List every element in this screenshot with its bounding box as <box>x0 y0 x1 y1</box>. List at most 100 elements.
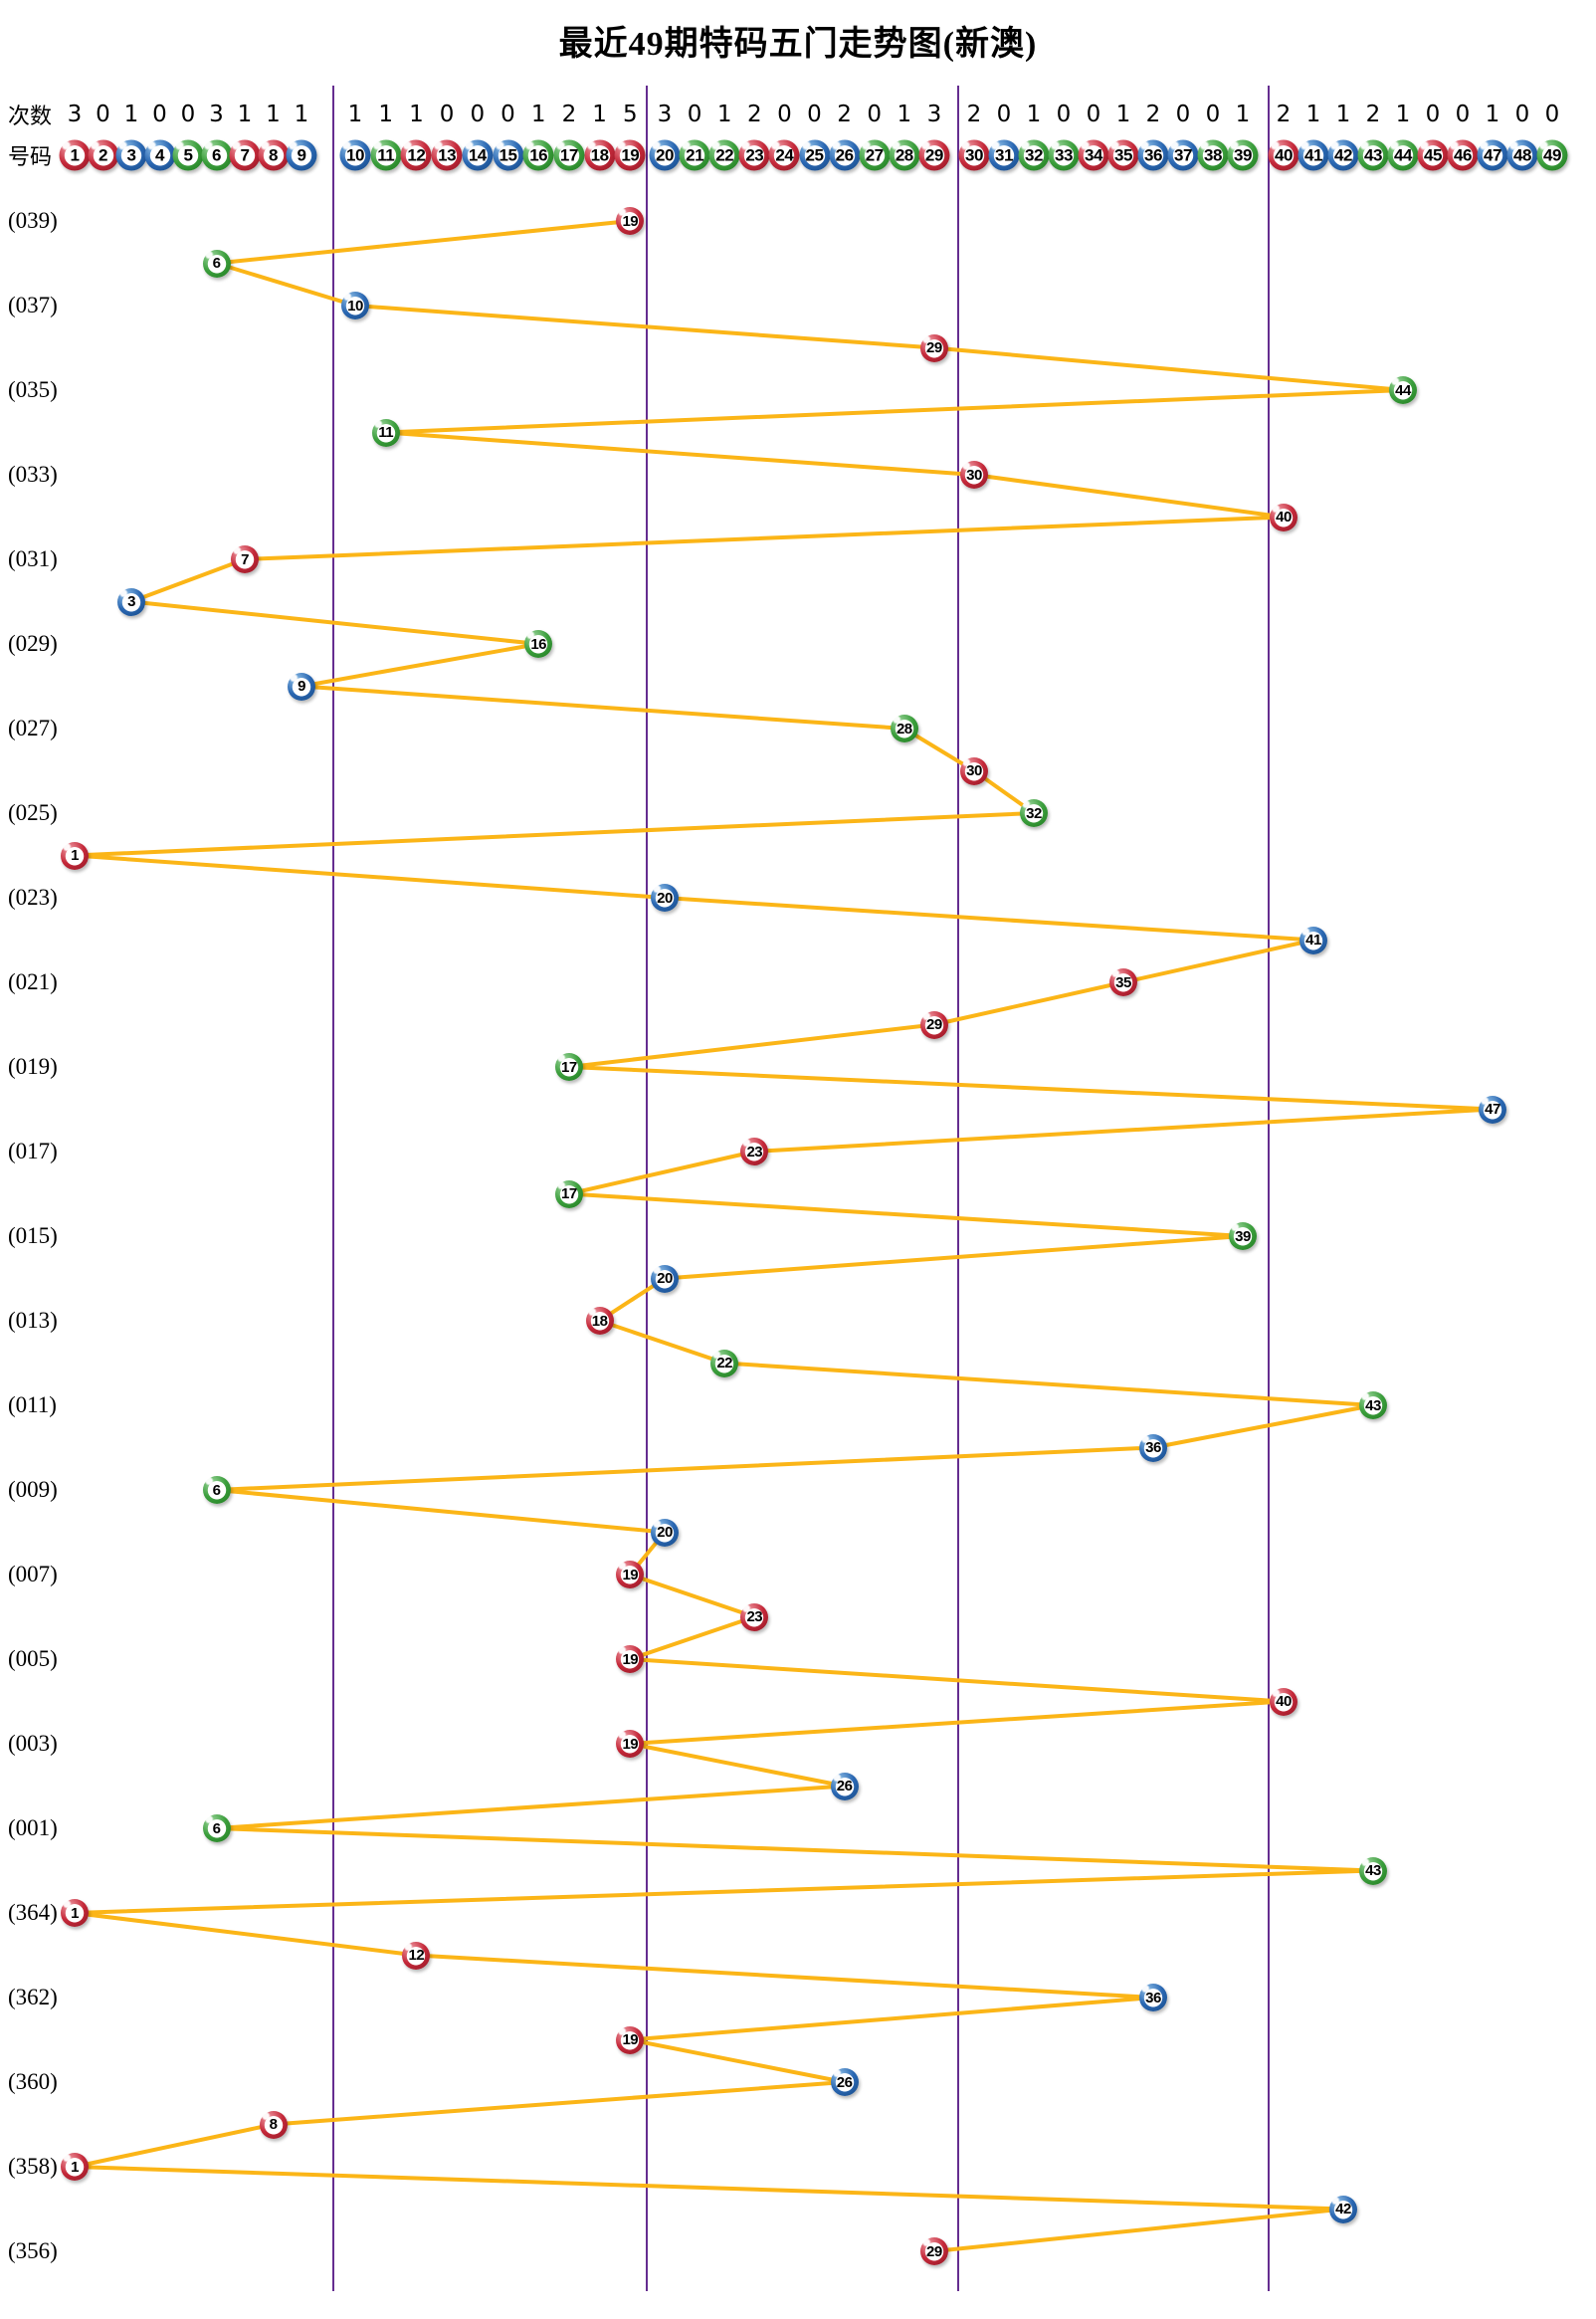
group-divider <box>1268 86 1270 2291</box>
count-number-24: 0 <box>777 102 792 127</box>
count-number-42: 1 <box>1335 102 1351 127</box>
chart-ball-row-14: 30 <box>960 756 988 785</box>
chart-ball-row-20: 29 <box>919 1010 948 1039</box>
chart-ball-row-21: 17 <box>554 1053 583 1081</box>
chart-ball-row-3: 10 <box>341 292 369 319</box>
header-ball-48: 48 <box>1506 139 1538 171</box>
header-ball-30: 30 <box>958 139 990 171</box>
count-number-40: 2 <box>1276 102 1292 127</box>
header-ball-47: 47 <box>1477 139 1508 171</box>
header-ball-21: 21 <box>679 139 710 171</box>
count-number-25: 0 <box>807 102 822 127</box>
header-ball-44: 44 <box>1387 139 1419 171</box>
chart-ball-row-16: 1 <box>61 841 89 870</box>
header-ball-24: 24 <box>768 139 800 171</box>
count-number-49: 0 <box>1544 102 1560 127</box>
count-number-38: 0 <box>1205 102 1221 127</box>
chart-ball-row-19: 35 <box>1109 968 1137 996</box>
count-number-9: 1 <box>294 102 309 127</box>
header-ball-43: 43 <box>1357 139 1389 171</box>
numbers-row-label: 号码 <box>8 144 53 169</box>
chart-ball-row-34: 23 <box>740 1602 769 1631</box>
period-label: (035) <box>8 377 58 402</box>
period-label: (029) <box>8 631 58 656</box>
count-number-28: 1 <box>897 102 912 127</box>
header-ball-12: 12 <box>400 139 432 171</box>
chart-ball-row-12: 9 <box>288 672 315 701</box>
header-ball-16: 16 <box>522 139 554 171</box>
chart-ball-row-18: 41 <box>1299 926 1327 954</box>
header-ball-38: 38 <box>1197 139 1229 171</box>
header-ball-17: 17 <box>553 139 585 171</box>
period-label: (356) <box>8 2238 58 2263</box>
count-number-31: 0 <box>996 102 1012 127</box>
header-ball-18: 18 <box>584 139 616 171</box>
page-title: 最近49期特码五门走势图(新澳) <box>558 26 1038 63</box>
count-number-30: 2 <box>966 102 982 127</box>
group-divider <box>646 86 648 2291</box>
count-number-20: 3 <box>657 102 673 127</box>
chart-ball-row-6: 11 <box>371 418 400 447</box>
header-ball-8: 8 <box>258 139 289 171</box>
count-number-44: 1 <box>1395 102 1411 127</box>
header-ball-28: 28 <box>889 139 920 171</box>
chart-ball-row-33: 19 <box>616 1561 645 1588</box>
period-label: (360) <box>8 2069 58 2094</box>
count-number-41: 1 <box>1305 102 1321 127</box>
header-ball-4: 4 <box>144 139 175 171</box>
chart-ball-row-49: 29 <box>919 2237 948 2265</box>
period-label: (017) <box>8 1139 58 1163</box>
header-ball-22: 22 <box>708 139 740 171</box>
chart-ball-row-38: 26 <box>830 1772 859 1800</box>
header-ball-3: 3 <box>115 139 147 171</box>
count-number-34: 0 <box>1086 102 1101 127</box>
period-label: (023) <box>8 885 58 910</box>
header-ball-41: 41 <box>1297 139 1329 171</box>
count-number-11: 1 <box>378 102 394 127</box>
group-divider <box>332 86 334 2291</box>
count-number-4: 0 <box>152 102 167 127</box>
count-number-21: 0 <box>687 102 702 127</box>
count-number-12: 1 <box>409 102 424 127</box>
chart-ball-row-22: 47 <box>1479 1095 1506 1124</box>
count-number-37: 0 <box>1175 102 1191 127</box>
period-label: (013) <box>8 1308 58 1333</box>
header-ball-6: 6 <box>201 139 232 171</box>
period-label: (037) <box>8 293 58 317</box>
header-ball-29: 29 <box>918 139 950 171</box>
period-label: (001) <box>8 1815 58 1840</box>
chart-ball-row-26: 20 <box>651 1264 679 1293</box>
chart-ball-row-11: 16 <box>524 630 553 658</box>
count-number-10: 1 <box>347 102 363 127</box>
header-ball-40: 40 <box>1268 139 1299 171</box>
chart-ball-row-45: 26 <box>830 2068 859 2096</box>
chart-ball-row-13: 28 <box>890 715 918 742</box>
header-ball-14: 14 <box>462 139 494 171</box>
chart-ball-row-36: 40 <box>1270 1687 1297 1716</box>
period-label: (025) <box>8 800 58 825</box>
count-number-1: 3 <box>67 102 83 127</box>
chart-ball-row-48: 42 <box>1329 2195 1357 2223</box>
chart-ball-row-46: 8 <box>259 2110 288 2139</box>
count-number-14: 0 <box>470 102 486 127</box>
header-ball-34: 34 <box>1078 139 1109 171</box>
header-ball-46: 46 <box>1447 139 1479 171</box>
header-ball-39: 39 <box>1227 139 1259 171</box>
chart-ball-row-31: 6 <box>202 1476 231 1504</box>
period-label: (027) <box>8 716 58 740</box>
chart-ball-row-1: 19 <box>616 207 645 235</box>
chart-ball-row-42: 12 <box>402 1941 431 1970</box>
chart-ball-row-2: 6 <box>202 249 231 278</box>
header-ball-25: 25 <box>799 139 830 171</box>
header-ball-37: 37 <box>1167 139 1199 171</box>
chart-ball-row-24: 17 <box>554 1179 583 1208</box>
count-number-6: 3 <box>209 102 224 127</box>
header-ball-2: 2 <box>88 139 118 171</box>
chart-ball-row-28: 22 <box>710 1349 739 1377</box>
count-number-7: 1 <box>237 102 253 127</box>
chart-ball-row-23: 23 <box>740 1138 769 1165</box>
period-label: (019) <box>8 1054 58 1079</box>
period-label: (005) <box>8 1646 58 1671</box>
